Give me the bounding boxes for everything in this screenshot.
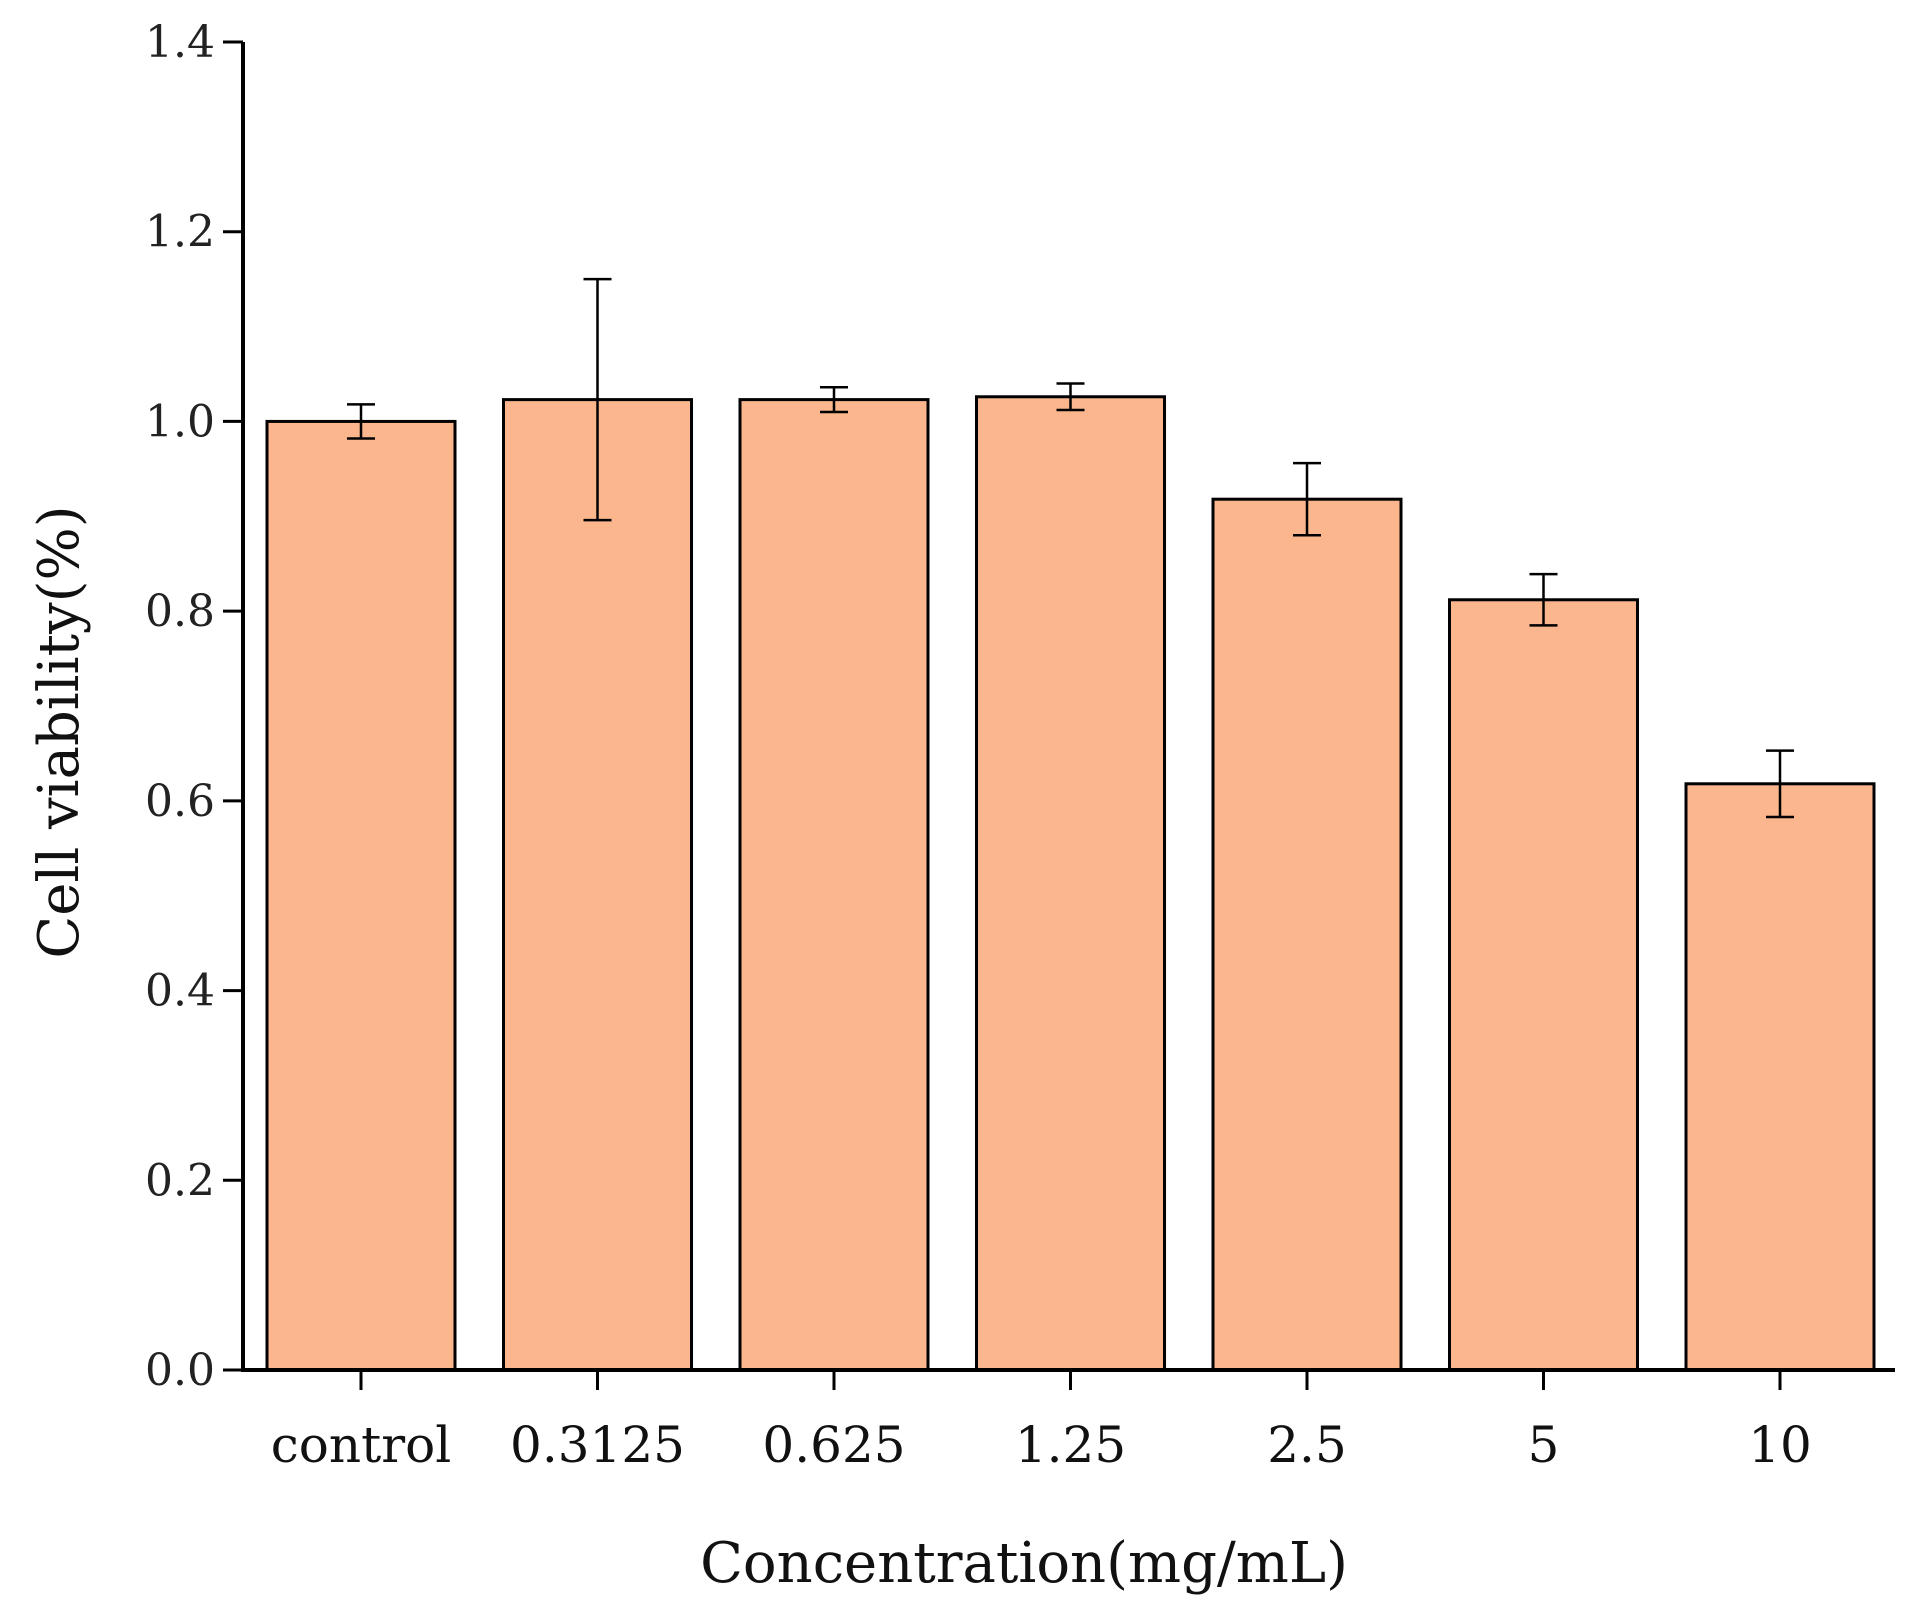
y-tick-label: 0.4 — [145, 966, 215, 1017]
error-bar — [347, 403, 375, 440]
x-tick-label: 0.625 — [762, 1416, 905, 1474]
bar — [975, 395, 1166, 1372]
y-tick-label: 0.6 — [145, 776, 215, 827]
bar — [738, 398, 930, 1372]
bar — [1684, 782, 1876, 1372]
bar — [1211, 497, 1403, 1372]
x-tick-label: 1.25 — [1015, 1416, 1126, 1474]
x-tick-label: 10 — [1748, 1416, 1812, 1474]
error-bar — [1056, 382, 1085, 412]
y-tick-label: 0.0 — [145, 1345, 215, 1396]
error-bar — [820, 386, 848, 414]
error-bars-group — [347, 277, 1794, 819]
error-bar — [583, 277, 612, 522]
y-tick-label: 0.8 — [145, 586, 215, 637]
x-ticks-group: control 0.3125 0.625 1.25 2.5 5 10 — [271, 1370, 1812, 1474]
error-bar — [1766, 749, 1794, 819]
y-ticks-group: 0.0 0.2 0.4 0.6 0.8 1.0 1.2 1.4 — [145, 17, 243, 1396]
y-axis-title: Cell viability(%) — [27, 505, 92, 958]
axes-group — [241, 42, 1895, 1372]
bar — [265, 419, 457, 1372]
x-tick-label: 5 — [1528, 1416, 1560, 1474]
y-tick-label: 1.2 — [145, 207, 215, 258]
bar — [502, 398, 693, 1372]
error-bar — [1529, 572, 1558, 627]
x-tick-label: 0.3125 — [510, 1416, 685, 1474]
error-bar — [1293, 461, 1321, 537]
bars-group — [265, 395, 1876, 1372]
y-tick-label: 1.0 — [145, 396, 215, 447]
x-tick-label: 2.5 — [1267, 1416, 1347, 1474]
bar — [1448, 598, 1639, 1372]
y-tick-label: 0.2 — [145, 1155, 215, 1206]
x-axis-title: Concentration(mg/mL) — [700, 1531, 1348, 1596]
x-tick-label: control — [271, 1416, 451, 1474]
y-tick-label: 1.4 — [145, 17, 215, 68]
